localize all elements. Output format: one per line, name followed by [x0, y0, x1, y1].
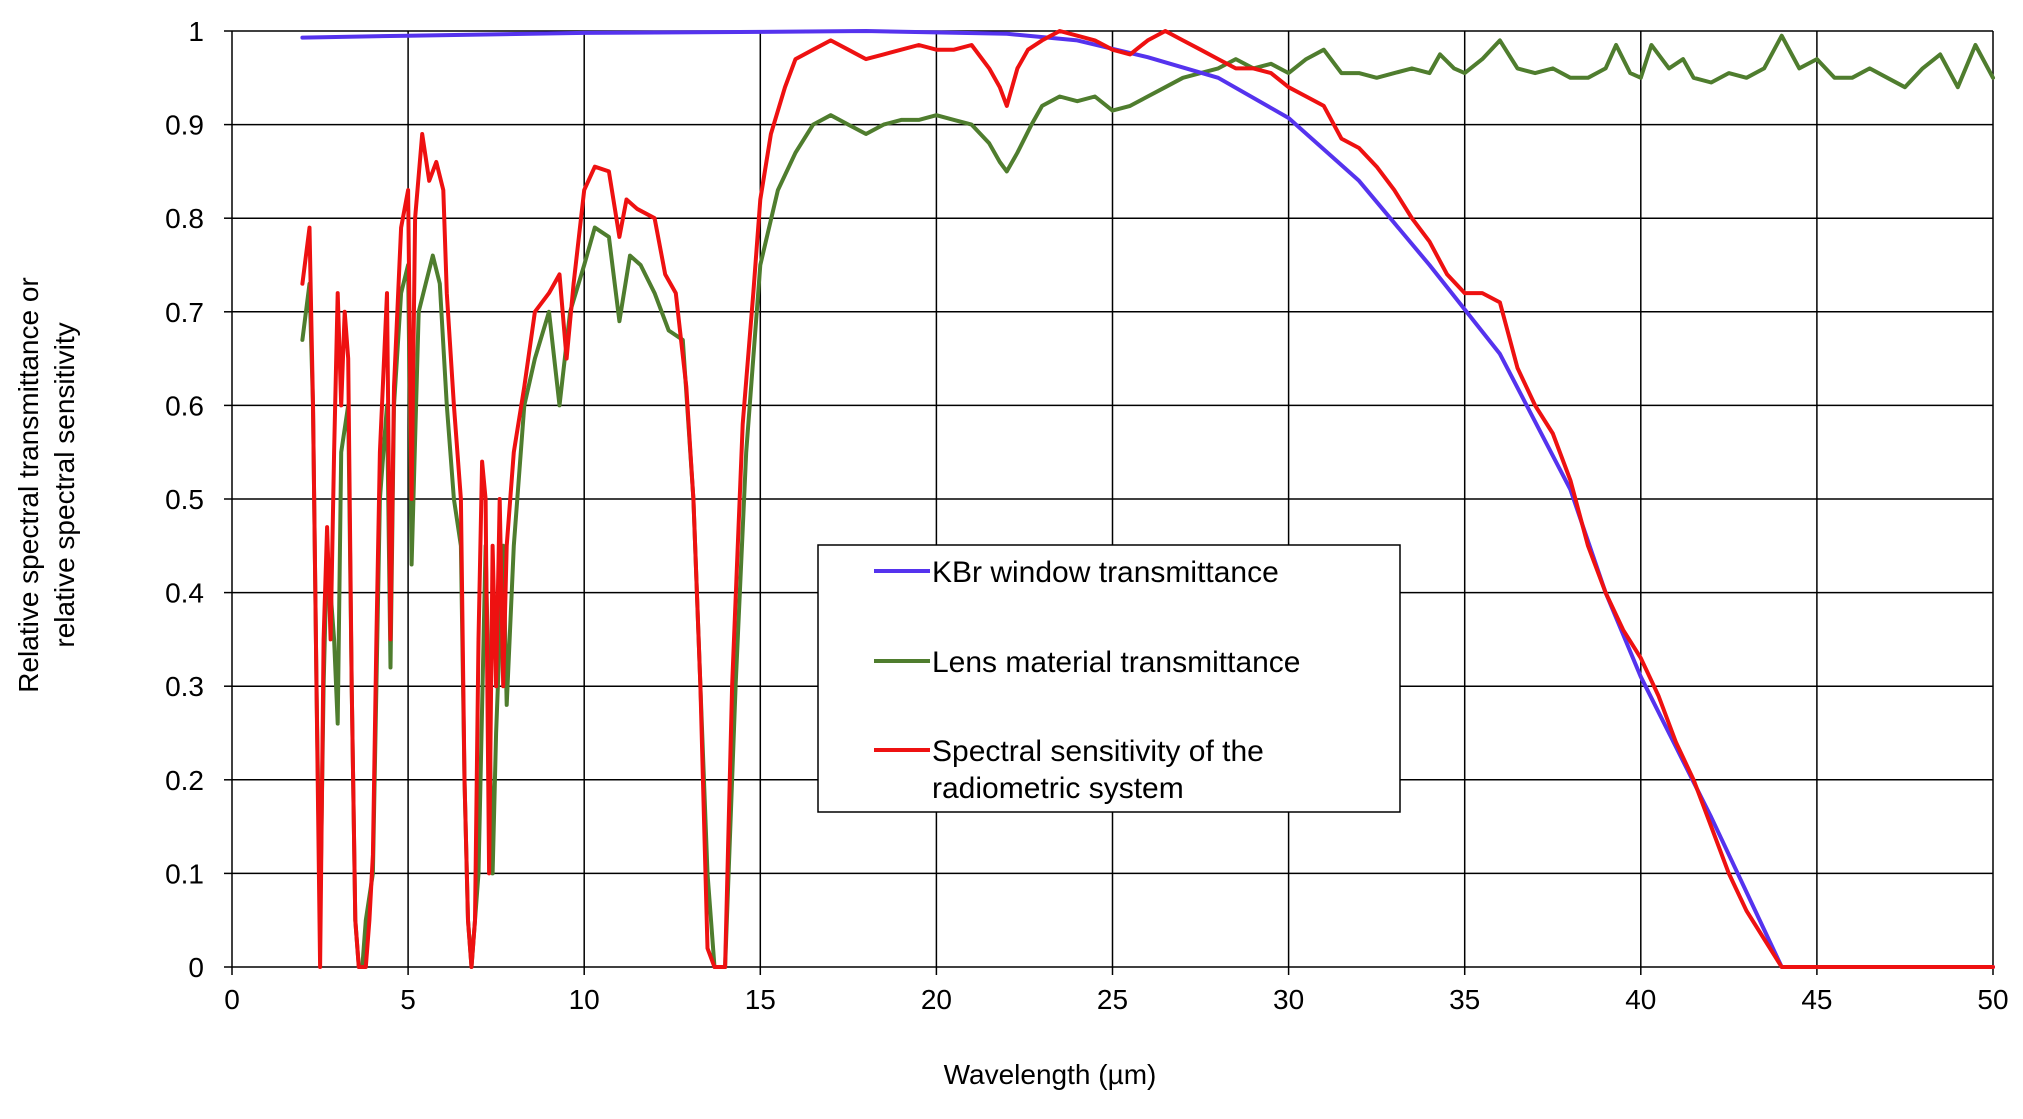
x-tick-label: 15	[745, 984, 776, 1015]
x-tick-label: 45	[1801, 984, 1832, 1015]
legend-label-sensitivity-line2: radiometric system	[932, 772, 1184, 805]
tick-labels: 0 5 10 15 20 25 30 35 40 45 50 0 0.1 0.2 0.3 0.4 0.5 0.6 0…	[165, 16, 2009, 1015]
y-tick-label: 0.2	[165, 765, 204, 796]
x-tick-label: 50	[1977, 984, 2008, 1015]
x-tick-label: 25	[1097, 984, 1128, 1015]
x-tick-label: 0	[224, 984, 240, 1015]
y-axis-title-line2: relative spectral sensitivity	[49, 322, 80, 647]
legend-label-kbr: KBr window transmittance	[932, 556, 1279, 589]
y-tick-label: 0.1	[165, 858, 204, 889]
legend: KBr window transmittance Lens material t…	[817, 544, 1401, 813]
y-tick-label: 0.3	[165, 671, 204, 702]
x-tick-label: 5	[400, 984, 416, 1015]
y-tick-label: 0.5	[165, 484, 204, 515]
legend-label-sensitivity-line1: Spectral sensitivity of the	[932, 735, 1264, 768]
y-tick-label: 1	[188, 16, 204, 47]
y-tick-label: 0.7	[165, 297, 204, 328]
x-tick-label: 40	[1625, 984, 1656, 1015]
y-tick-label: 0.6	[165, 390, 204, 421]
y-tick-label: 0.4	[165, 578, 204, 609]
legend-label-lens: Lens material transmittance	[932, 646, 1301, 679]
legend-box	[817, 544, 1401, 813]
series-line-sensitivity	[300, 29, 1995, 969]
y-axis-title-line1: Relative spectral transmittance or	[13, 277, 44, 693]
x-axis-title: Wavelength (µm)	[944, 1059, 1157, 1090]
x-tick-label: 35	[1449, 984, 1480, 1015]
y-tick-label: 0.9	[165, 110, 204, 141]
x-tick-label: 20	[921, 984, 952, 1015]
x-tick-label: 10	[569, 984, 600, 1015]
x-tick-label: 30	[1273, 984, 1304, 1015]
y-tick-label: 0.8	[165, 203, 204, 234]
series-group	[300, 29, 1995, 969]
y-tick-label: 0	[188, 952, 204, 983]
